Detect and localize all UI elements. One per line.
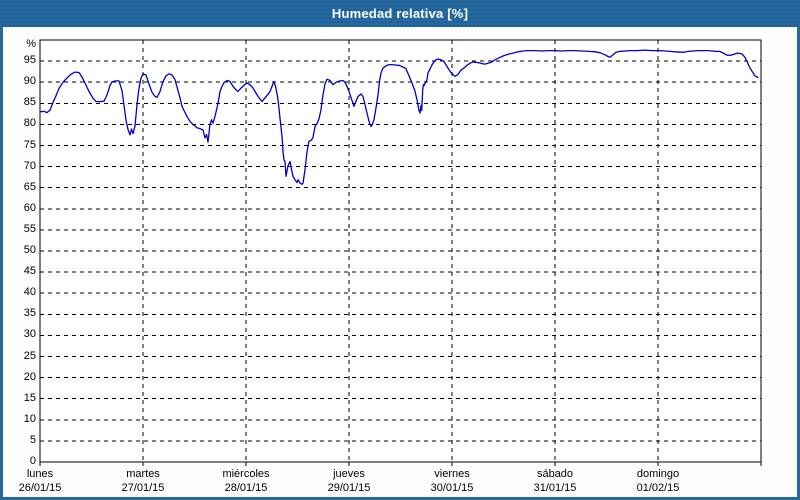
y-axis-tick-label: 70 — [23, 159, 36, 172]
y-axis-tick-label: 95 — [23, 54, 36, 67]
y-axis-tick-label: 65 — [23, 180, 36, 193]
x-axis-day-label: martes — [126, 468, 160, 480]
x-axis-date-label: 29/01/15 — [327, 482, 371, 494]
y-axis-tick-label: 5 — [29, 433, 36, 446]
x-axis-date-label: 28/01/15 — [224, 482, 268, 494]
y-axis-tick-label: 85 — [23, 96, 36, 109]
y-axis-tick-label: 35 — [23, 307, 36, 320]
x-axis-date-label: 01/02/15 — [636, 482, 680, 494]
chart-title: Humedad relativa [%] — [331, 6, 469, 21]
humidity-series-line — [40, 49, 759, 185]
x-axis-day-label: jueves — [333, 468, 365, 480]
x-axis-day-label: sábado — [536, 468, 574, 480]
plot-frame — [39, 39, 762, 463]
y-axis-tick-label: 50 — [23, 244, 36, 256]
y-axis-unit-label: % — [26, 38, 36, 50]
y-axis-tick-label: 90 — [23, 75, 36, 88]
y-axis-tick-label: 15 — [23, 391, 36, 404]
x-axis-day-label: miércoles — [222, 468, 270, 480]
y-axis-tick-label: 75 — [23, 138, 36, 151]
x-axis-date-label: 27/01/15 — [121, 482, 165, 494]
y-axis-tick-label: 20 — [23, 370, 36, 383]
x-axis-day-label: domingo — [636, 468, 680, 480]
x-axis-date-label: 26/01/15 — [18, 482, 62, 494]
y-axis-tick-label: 30 — [23, 328, 36, 341]
window-titlebar: Humedad relativa [%] — [0, 0, 800, 27]
y-axis-tick-label: 0 — [29, 455, 36, 467]
y-axis-tick-label: 25 — [23, 349, 36, 362]
y-axis-tick-label: 40 — [23, 286, 36, 299]
y-axis-tick-label: 55 — [23, 222, 36, 235]
x-axis-date-label: 30/01/15 — [430, 482, 474, 494]
y-axis-tick-label: 60 — [23, 201, 36, 214]
y-axis-tick-label: 80 — [23, 117, 36, 130]
x-axis-day-label: viernes — [434, 468, 470, 480]
x-axis-day-label: lunes — [26, 468, 54, 480]
y-axis-tick-label: 10 — [23, 412, 36, 425]
x-axis-date-label: 31/01/15 — [533, 482, 577, 494]
y-axis-tick-label: 45 — [23, 265, 36, 278]
